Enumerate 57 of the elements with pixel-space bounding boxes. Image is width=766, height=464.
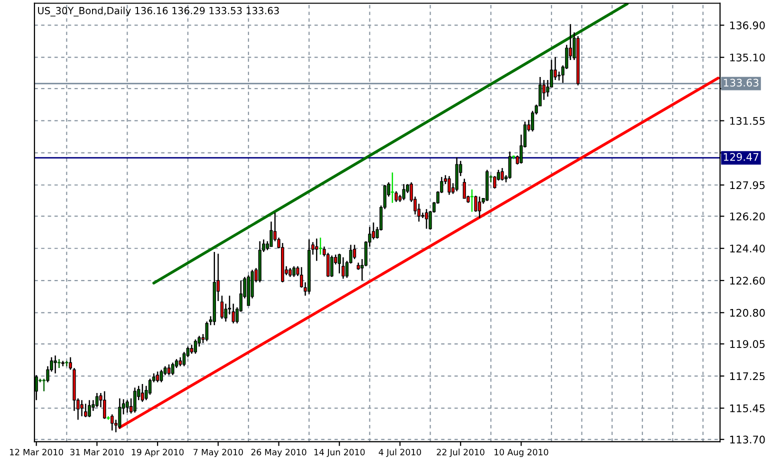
chart-title: US_30Y_Bond,Daily 136.16 136.29 133.53 133.63 [38, 6, 279, 16]
candlestick [232, 303, 235, 324]
candlestick [394, 190, 398, 203]
candlestick [54, 354, 57, 374]
candlestick [102, 390, 106, 420]
y-tick-label: 115.45 [730, 404, 765, 412]
candlestick [80, 400, 84, 417]
x-tick-label: 10 Aug 2010 [494, 448, 548, 458]
x-tick-label: 31 Mar 2010 [70, 448, 124, 456]
candlestick [126, 400, 129, 414]
x-tick-label: 12 Mar 2010 [10, 448, 64, 456]
candlestick [171, 362, 174, 376]
candlestick [167, 364, 170, 376]
candlestick [493, 175, 496, 190]
candlestick [118, 398, 122, 430]
ref-line-label: 129.47 [724, 153, 758, 161]
candlestick [478, 196, 482, 219]
y-tick-label: 122.60 [730, 276, 765, 285]
candlestick [140, 383, 144, 403]
x-tick-label: 4 Jul 2010 [378, 448, 422, 457]
candlestick [95, 392, 99, 408]
candlestick [315, 238, 318, 262]
candlestick [160, 369, 163, 383]
y-tick-label: 113.70 [730, 436, 765, 444]
candlestick [448, 175, 451, 196]
candlestick [424, 208, 428, 230]
y-tick-label: 135.10 [730, 54, 765, 62]
y-tick-label: 119.05 [730, 340, 765, 348]
candlestick [292, 266, 296, 278]
candlestick [110, 414, 114, 432]
y-tick-label: 131.55 [730, 116, 765, 125]
candlestick [342, 256, 345, 280]
candlestick [508, 150, 512, 180]
candlestick [462, 178, 466, 200]
candlestick [390, 172, 395, 204]
candlestick [402, 183, 406, 201]
candlestick [330, 254, 334, 278]
x-tick-label: 22 Jul 2010 [436, 448, 484, 457]
candlestick [500, 167, 504, 182]
x-tick-label: 19 Apr 2010 [132, 448, 184, 458]
ref-line-label: 133.63 [724, 78, 758, 87]
candlestick [220, 295, 224, 320]
y-tick-label: 127.95 [730, 181, 765, 190]
candlestick [194, 338, 198, 354]
x-tick-label: 14 Jun 2010 [314, 448, 365, 457]
y-tick-label: 136.90 [730, 21, 765, 30]
candlestick [133, 387, 136, 414]
y-tick-label: 126.20 [730, 212, 765, 220]
y-tick-label: 117.25 [730, 372, 765, 380]
y-tick-label: 120.80 [730, 308, 765, 317]
y-tick-label: 124.40 [730, 244, 765, 252]
candlestick [352, 244, 356, 260]
candlestick [84, 403, 88, 418]
candlestick [156, 370, 160, 383]
x-tick-label: 26 May 2010 [251, 448, 306, 458]
candlestick [88, 400, 91, 418]
x-tick-label: 7 May 2010 [194, 448, 243, 458]
